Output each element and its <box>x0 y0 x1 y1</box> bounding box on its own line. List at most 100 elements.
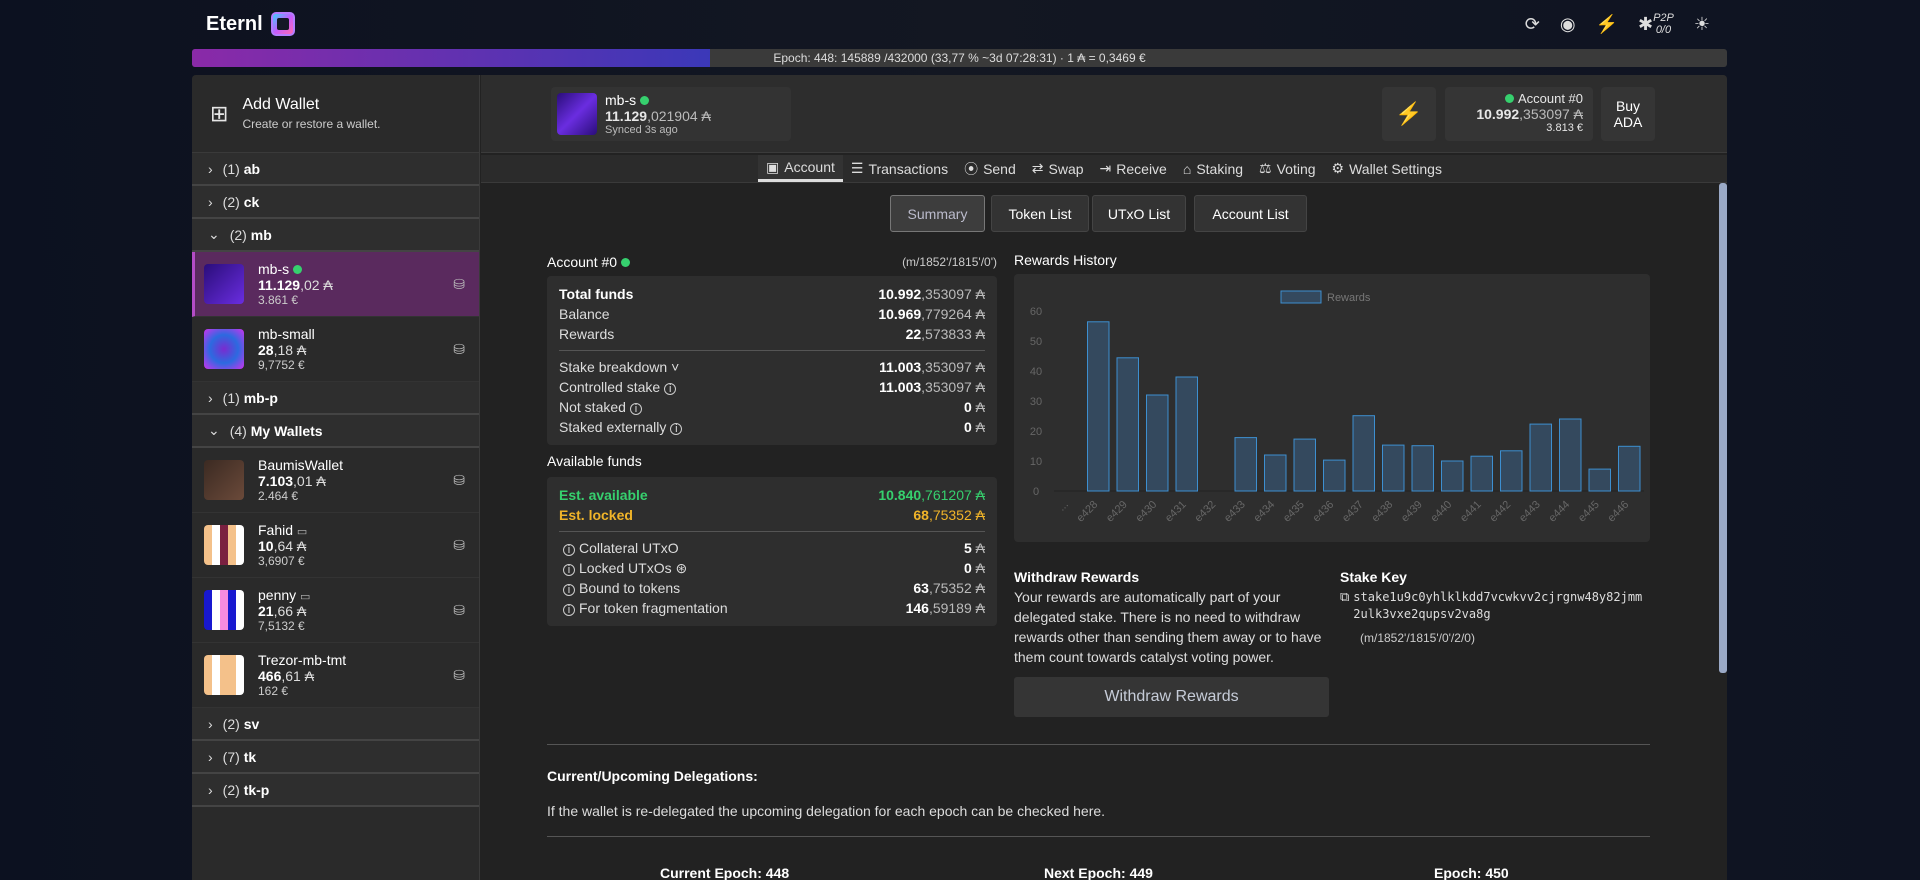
bar-e439[interactable] <box>1411 445 1434 492</box>
y-tick-label: 50 <box>1030 336 1042 348</box>
eye-icon[interactable]: ◉ <box>1559 13 1576 34</box>
bar-e438[interactable] <box>1382 444 1405 492</box>
info-icon[interactable]: i <box>664 383 677 395</box>
scrollbar[interactable] <box>1719 183 1727 673</box>
sync-icon[interactable]: ⟳ <box>1524 13 1540 34</box>
database-icon[interactable]: ⛁ <box>453 537 465 553</box>
tab-receive[interactable]: ⇥ Receive <box>1099 160 1167 177</box>
fund-row: Not staked i 0 ₳ <box>559 397 985 417</box>
bar-e434[interactable] <box>1264 454 1287 492</box>
copy-icon[interactable]: ⧉ <box>1340 589 1350 604</box>
wallet-item[interactable]: mb-small 28,18 ₳ 9,7752 € ⛁ <box>192 317 479 382</box>
wallet-balance-dec: ,61 ₳ <box>281 668 315 684</box>
bar-e431[interactable] <box>1175 376 1198 492</box>
delegations-title: Current/Upcoming Delegations: <box>547 768 758 784</box>
bar-e443[interactable] <box>1529 423 1552 492</box>
plug-network-icon[interactable]: ⚡ <box>1595 13 1618 34</box>
bar-e428[interactable] <box>1087 321 1110 492</box>
row-value-int: 63 <box>913 580 929 596</box>
wallet-group-ck[interactable]: › (2) ck <box>192 186 479 219</box>
bar-e444[interactable] <box>1559 418 1582 492</box>
account-card[interactable]: Account #0 10.992,353097 ₳ 3.813 € <box>1445 87 1593 141</box>
tab-swap[interactable]: ⇄ Swap <box>1031 160 1084 177</box>
bar-e435[interactable] <box>1293 438 1316 492</box>
database-icon[interactable]: ⛁ <box>453 472 465 488</box>
x-tick-label: ... <box>1056 499 1071 514</box>
row-label: Rewards <box>559 326 615 342</box>
row-value-int: 0 <box>963 560 972 576</box>
info-icon[interactable]: i <box>670 423 683 435</box>
p2p-status[interactable]: ✱ P2P 0/0 <box>1637 12 1674 36</box>
info-icon[interactable]: i <box>563 563 575 576</box>
wallet-item[interactable]: Trezor-mb-tmt 466,61 ₳ 162 € ⛁ <box>192 643 479 708</box>
subtab-utxo-list[interactable]: UTxO List <box>1092 195 1186 232</box>
add-wallet-icon: ⊞ <box>210 100 229 126</box>
stake-key[interactable]: stake1u9c0yhlklkdd7vcwkvv2cjrgnw48y82jmm… <box>1353 590 1643 621</box>
current-wallet-card[interactable]: mb-s 11.129,021904 ₳ Synced 3s ago <box>551 87 791 141</box>
x-tick-label: e441 <box>1458 499 1484 525</box>
row-value-dec: ,353097 ₳ <box>921 286 985 302</box>
buy-ada-button[interactable]: Buy ADA <box>1601 87 1655 141</box>
tab-voting[interactable]: ⚖ Voting <box>1259 160 1316 177</box>
eternl-logo[interactable]: Eternl <box>206 12 295 36</box>
row-value-int: 146 <box>905 600 929 616</box>
theme-sun-icon[interactable]: ☀ <box>1693 13 1710 34</box>
x-tick-label: e438 <box>1370 499 1396 525</box>
row-value-int: 11.003 <box>879 359 922 375</box>
wallet-group-my-wallets[interactable]: ⌄ (4) My Wallets <box>192 415 479 448</box>
wallet-group-ab[interactable]: › (1) ab <box>192 153 479 186</box>
bar-e440[interactable] <box>1441 460 1464 492</box>
subtab-account-list[interactable]: Account List <box>1194 195 1307 232</box>
connect-button[interactable]: ⚡ <box>1382 87 1436 141</box>
fund-row: i For token fragmentation 146,59189 ₳ <box>559 598 985 618</box>
wallet-eur: 7,5132 € <box>258 619 305 633</box>
p2p-label: P2P <box>1653 12 1674 24</box>
wallet-group-sv[interactable]: › (2) sv <box>192 708 479 741</box>
tab-transactions[interactable]: ☰ Transactions <box>850 160 949 177</box>
wallet-item[interactable]: Fahid ▭ 10,64 ₳ 3,6907 € ⛁ <box>192 513 479 578</box>
wallet-item[interactable]: penny ▭ 21,66 ₳ 7,5132 € ⛁ <box>192 578 479 643</box>
tab-account[interactable]: ▣ Account <box>758 155 843 182</box>
bar-e430[interactable] <box>1146 394 1169 492</box>
tab-icon: ▣ <box>766 158 780 175</box>
subtab-token-list[interactable]: Token List <box>991 195 1089 232</box>
est-locked-int: 68 <box>913 507 929 523</box>
bar-e436[interactable] <box>1323 459 1346 492</box>
bar-e433[interactable] <box>1234 437 1257 492</box>
withdraw-rewards-button[interactable]: Withdraw Rewards <box>1014 677 1329 717</box>
row-value-dec: ,353097 ₳ <box>921 359 985 375</box>
x-tick-label: e446 <box>1606 499 1632 525</box>
database-icon[interactable]: ⛁ <box>453 276 465 292</box>
row-label: Stake breakdown ˅ <box>559 359 680 375</box>
info-icon[interactable]: i <box>563 584 575 596</box>
fund-row: i Bound to tokens 63,75352 ₳ <box>559 578 985 598</box>
available-funds: Est. available 10.840,761207 ₳ Est. locked… <box>547 477 997 626</box>
wallet-item[interactable]: mb-s 11.129,02 ₳ 3.861 € ⛁ <box>192 252 479 317</box>
wallet-group-tk[interactable]: › (7) tk <box>192 741 479 774</box>
subtab-summary[interactable]: Summary <box>890 195 985 232</box>
wallet-group-tk-p[interactable]: › (2) tk-p <box>192 774 479 807</box>
account-summary: Total funds 10.992,353097 ₳ Balance 10.969,… <box>547 276 997 445</box>
bar-e429[interactable] <box>1116 357 1139 492</box>
database-icon[interactable]: ⛁ <box>453 602 465 618</box>
wallet-item[interactable]: BaumisWallet 7.103,01 ₳ 2.464 € ⛁ <box>192 448 479 513</box>
bar-e445[interactable] <box>1588 468 1611 492</box>
bar-e446[interactable] <box>1618 445 1641 492</box>
database-icon[interactable]: ⛁ <box>453 341 465 357</box>
wallet-balance-int: 28 <box>258 342 274 358</box>
bar-e442[interactable] <box>1500 450 1523 492</box>
database-icon[interactable]: ⛁ <box>453 667 465 683</box>
info-icon[interactable]: i <box>629 403 642 415</box>
tab-send[interactable]: ⦿ Send <box>964 160 1016 177</box>
tab-wallet-settings[interactable]: ⚙ Wallet Settings <box>1331 160 1442 177</box>
tab-staking[interactable]: ⌂ Staking <box>1182 160 1244 177</box>
group-name: ck <box>243 193 260 210</box>
info-icon[interactable]: i <box>563 604 575 616</box>
wallet-group-mb[interactable]: ⌄ (2) mb <box>192 219 479 252</box>
add-wallet-button[interactable]: ⊞ Add Wallet Create or restore a wallet. <box>192 75 479 153</box>
bar-e441[interactable] <box>1470 455 1493 492</box>
bar-e437[interactable] <box>1352 415 1375 492</box>
info-icon[interactable]: i <box>563 544 575 556</box>
fund-row: Balance 10.969,779264 ₳ <box>559 304 985 324</box>
wallet-group-mb-p[interactable]: › (1) mb-p <box>192 382 479 415</box>
